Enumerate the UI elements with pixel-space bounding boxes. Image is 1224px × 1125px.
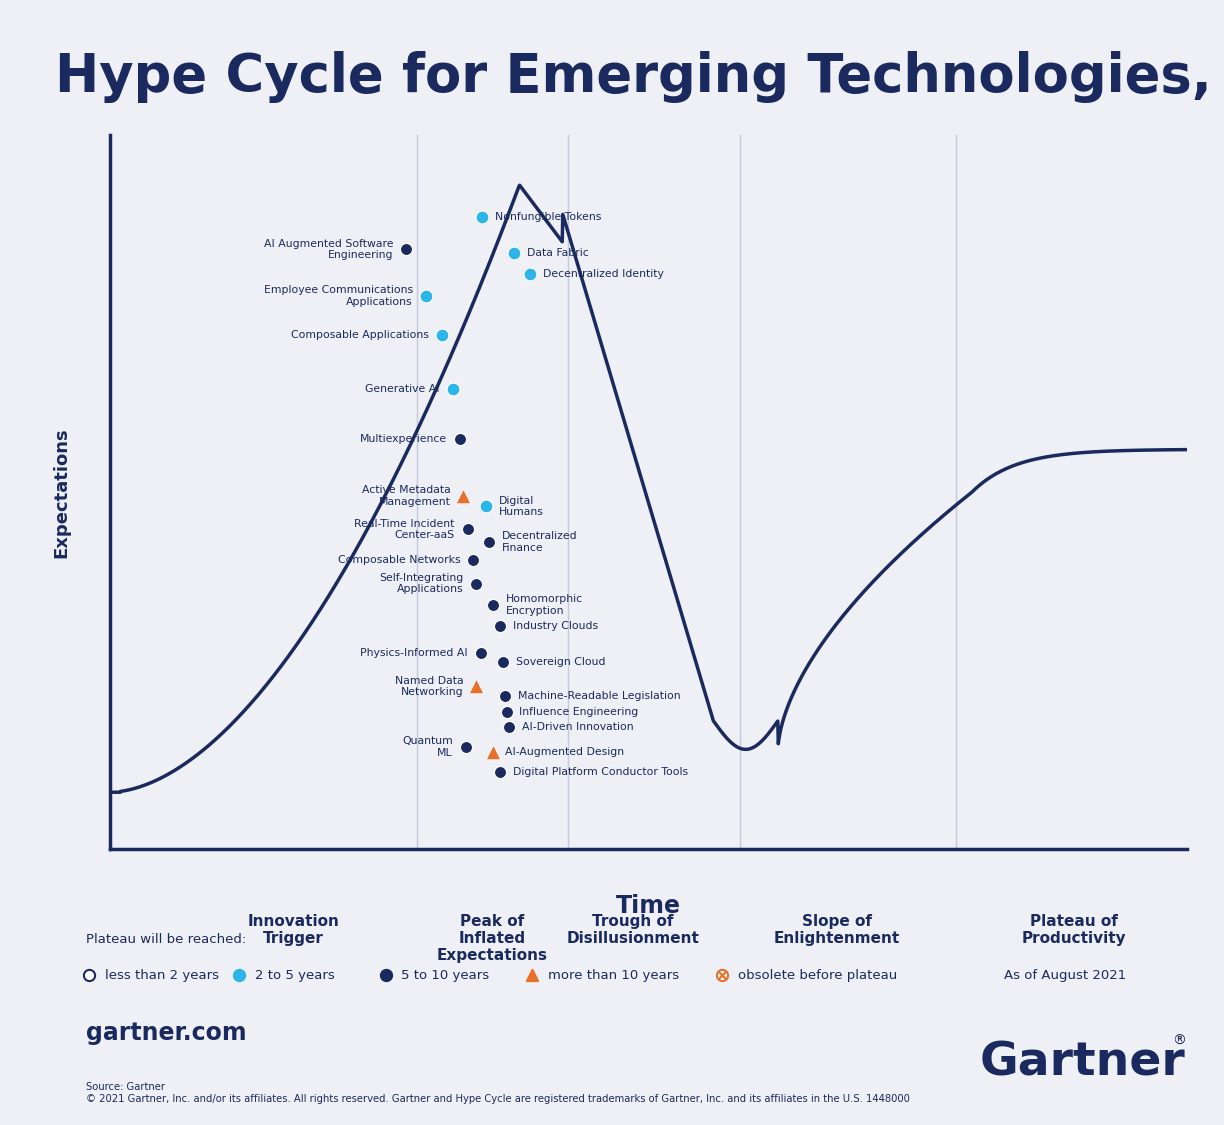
Text: Hype Cycle for Emerging Technologies, 2021: Hype Cycle for Emerging Technologies, 20…: [55, 51, 1224, 102]
Point: [416, 287, 436, 305]
Point: [466, 575, 486, 593]
Text: Industry Clouds: Industry Clouds: [513, 621, 599, 631]
Text: Source: Gartner
© 2021 Gartner, Inc. and/or its affiliates. All rights reserved.: Source: Gartner © 2021 Gartner, Inc. and…: [86, 1082, 909, 1104]
Text: Self-Integrating
Applications: Self-Integrating Applications: [379, 573, 464, 594]
Point: [471, 644, 491, 662]
Point: [493, 654, 513, 672]
Point: [466, 677, 486, 695]
Text: Real-Time Incident
Center-aaS: Real-Time Incident Center-aaS: [355, 519, 455, 540]
Point: [712, 966, 732, 984]
Text: Plateau will be reached:: Plateau will be reached:: [86, 933, 246, 946]
Text: Composable Networks: Composable Networks: [338, 555, 460, 565]
Text: more than 10 years: more than 10 years: [548, 969, 679, 982]
Text: As of August 2021: As of August 2021: [1004, 969, 1126, 982]
Text: less than 2 years: less than 2 years: [105, 969, 219, 982]
Point: [482, 742, 502, 760]
Text: Expectations: Expectations: [53, 426, 71, 558]
Text: 2 to 5 years: 2 to 5 years: [255, 969, 334, 982]
Point: [491, 763, 510, 781]
Text: Generative AI: Generative AI: [365, 384, 439, 394]
Text: AI-Driven Innovation: AI-Driven Innovation: [521, 721, 633, 731]
Text: Nonfungible Tokens: Nonfungible Tokens: [494, 213, 601, 222]
Text: Influence Engineering: Influence Engineering: [519, 706, 639, 717]
Point: [443, 379, 463, 397]
Point: [464, 551, 483, 569]
Text: Composable Applications: Composable Applications: [291, 330, 428, 340]
Point: [455, 738, 475, 756]
Point: [480, 533, 499, 551]
Point: [454, 487, 474, 505]
Text: Innovation
Trigger: Innovation Trigger: [247, 914, 339, 946]
Text: Digital Platform Conductor Tools: Digital Platform Conductor Tools: [513, 767, 688, 777]
Text: Employee Communications
Applications: Employee Communications Applications: [263, 285, 412, 306]
Text: Time: Time: [616, 893, 682, 918]
Point: [458, 521, 477, 539]
Point: [520, 266, 540, 284]
Point: [450, 430, 470, 448]
Text: Slope of
Enlightenment: Slope of Enlightenment: [774, 914, 901, 946]
Point: [432, 326, 452, 344]
Text: Gartner: Gartner: [979, 1041, 1185, 1086]
Point: [472, 208, 492, 226]
Point: [376, 966, 395, 984]
Text: AI-Augmented Design: AI-Augmented Design: [506, 747, 624, 756]
Text: Multiexperience: Multiexperience: [360, 433, 447, 443]
Text: Digital
Humans: Digital Humans: [499, 496, 543, 518]
Text: gartner.com: gartner.com: [86, 1020, 246, 1045]
Point: [229, 966, 248, 984]
Text: 5 to 10 years: 5 to 10 years: [401, 969, 490, 982]
Text: Sovereign Cloud: Sovereign Cloud: [517, 657, 606, 667]
Text: Trough of
Disillusionment: Trough of Disillusionment: [567, 914, 699, 946]
Text: Quantum
ML: Quantum ML: [401, 737, 453, 758]
Text: Decentralized Identity: Decentralized Identity: [543, 269, 665, 279]
Point: [476, 497, 496, 515]
Point: [504, 244, 524, 262]
Point: [499, 718, 519, 736]
Text: AI Augmented Software
Engineering: AI Augmented Software Engineering: [264, 238, 393, 260]
Text: Decentralized
Finance: Decentralized Finance: [502, 531, 578, 554]
Point: [712, 966, 732, 984]
Text: obsolete before plateau: obsolete before plateau: [738, 969, 897, 982]
Text: Named Data
Networking: Named Data Networking: [395, 676, 464, 698]
Point: [491, 618, 510, 636]
Text: Physics-Informed AI: Physics-Informed AI: [360, 648, 468, 658]
Point: [482, 596, 502, 614]
Text: Active Metadata
Management: Active Metadata Management: [362, 485, 450, 506]
Text: Plateau of
Productivity: Plateau of Productivity: [1022, 914, 1126, 946]
Point: [523, 966, 542, 984]
Point: [80, 966, 99, 984]
Text: Homomorphic
Encryption: Homomorphic Encryption: [506, 594, 583, 615]
Text: ®: ®: [1173, 1034, 1186, 1047]
Point: [397, 241, 416, 259]
Point: [497, 702, 517, 720]
Text: Machine-Readable Legislation: Machine-Readable Legislation: [519, 691, 681, 701]
Text: Data Fabric: Data Fabric: [528, 248, 589, 258]
Point: [496, 686, 515, 704]
Text: Peak of
Inflated
Expectations: Peak of Inflated Expectations: [437, 914, 548, 963]
